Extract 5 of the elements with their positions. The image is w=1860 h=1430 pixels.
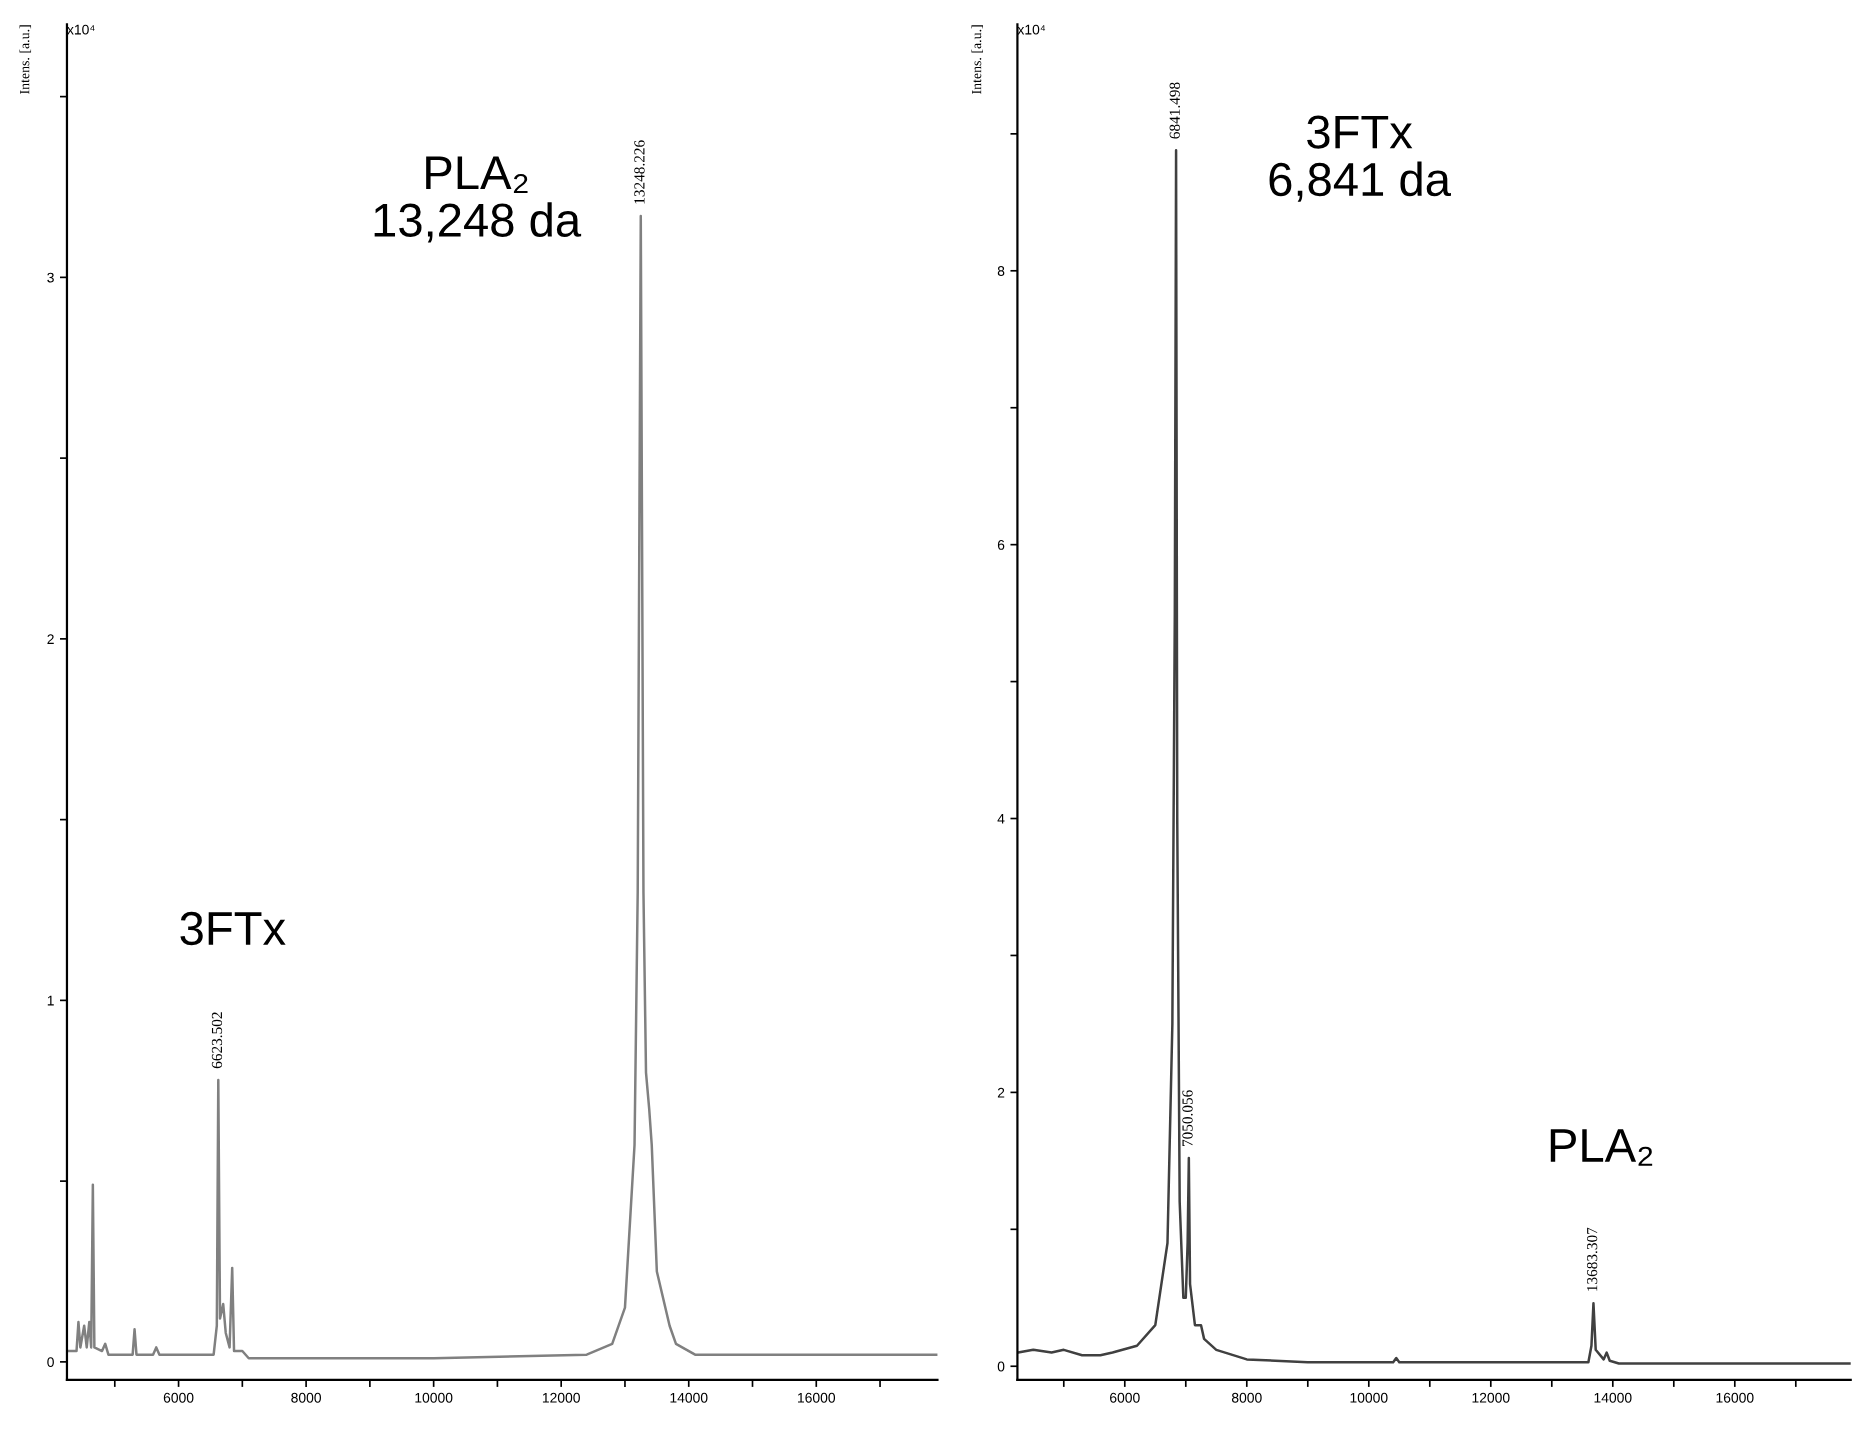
annotation: 3FTx: [180, 911, 286, 946]
annotation: 3FTx 6,841 da: [1269, 115, 1451, 202]
annotation: PLA₂ 13,248 da: [374, 156, 582, 243]
line-series: [1017, 149, 1851, 1365]
annotation: PLA₂: [1550, 1129, 1653, 1166]
